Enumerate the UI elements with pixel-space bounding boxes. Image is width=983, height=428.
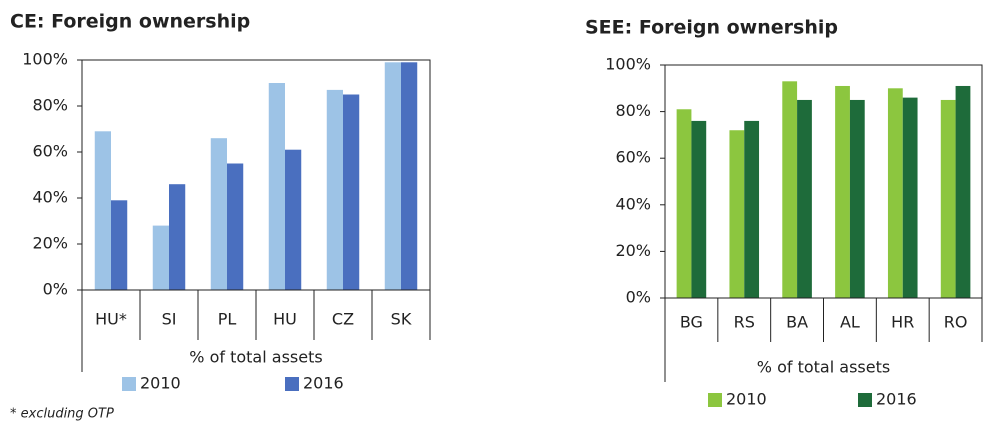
y-tick-label: 80% — [615, 101, 651, 120]
bar — [401, 62, 418, 290]
x-tick-label: PL — [218, 310, 237, 329]
footnote: * excluding OTP — [10, 407, 114, 422]
chart-title: CE: Foreign ownership — [10, 11, 250, 33]
x-tick-label: HR — [891, 313, 914, 332]
x-tick-label: AL — [840, 313, 860, 332]
y-tick-label: 80% — [32, 96, 68, 115]
y-tick-label: 100% — [605, 55, 651, 74]
legend-swatch — [858, 393, 872, 407]
y-tick-label: 60% — [615, 148, 651, 167]
bar — [268, 83, 285, 290]
bar — [729, 130, 745, 298]
x-tick-label: RO — [944, 313, 968, 332]
bar — [94, 131, 111, 290]
bar — [940, 99, 956, 298]
x-tick-label: SI — [162, 310, 177, 329]
plot-frame — [664, 64, 983, 299]
legend-label: 2016 — [303, 374, 344, 393]
bar — [955, 85, 971, 298]
y-tick-label: 100% — [22, 50, 68, 69]
bar — [210, 138, 227, 290]
y-tick-label: 40% — [615, 194, 651, 213]
x-tick-label: SK — [391, 310, 412, 329]
legend-label: 2010 — [726, 390, 767, 409]
bar — [343, 94, 360, 290]
y-tick-label: 20% — [32, 234, 68, 253]
bar — [691, 120, 707, 298]
bar — [326, 89, 343, 291]
legend-label: 2016 — [876, 390, 917, 409]
legend-label: 2010 — [140, 374, 181, 393]
legend-swatch — [708, 393, 722, 407]
bar — [902, 97, 918, 299]
y-tick-label: 0% — [626, 288, 651, 307]
bar — [285, 149, 302, 290]
bar — [849, 99, 865, 298]
x-tick-label: CZ — [332, 310, 354, 329]
x-axis-label: % of total assets — [189, 348, 322, 367]
bar — [835, 85, 850, 298]
y-tick-label: 40% — [32, 188, 68, 207]
bar — [384, 62, 401, 290]
bar — [227, 163, 244, 290]
bar — [797, 99, 812, 298]
y-tick-label: 0% — [43, 280, 68, 299]
plot-frame — [81, 59, 431, 291]
x-tick-label: BG — [680, 313, 703, 332]
chart-title: SEE: Foreign ownership — [585, 17, 838, 39]
x-tick-label: BA — [786, 313, 808, 332]
x-tick-label: HU* — [95, 310, 127, 329]
bar — [782, 81, 798, 298]
legend-swatch — [122, 377, 136, 391]
y-tick-label: 60% — [32, 142, 68, 161]
x-tick-label: RS — [734, 313, 755, 332]
x-tick-label: HU — [273, 310, 297, 329]
bar — [887, 88, 903, 298]
x-axis-label: % of total assets — [757, 358, 890, 377]
bar — [111, 200, 128, 290]
bar — [152, 225, 169, 290]
bar — [744, 120, 760, 298]
legend-swatch — [285, 377, 299, 391]
y-tick-label: 20% — [615, 241, 651, 260]
bar — [169, 184, 186, 290]
bar — [676, 109, 692, 299]
